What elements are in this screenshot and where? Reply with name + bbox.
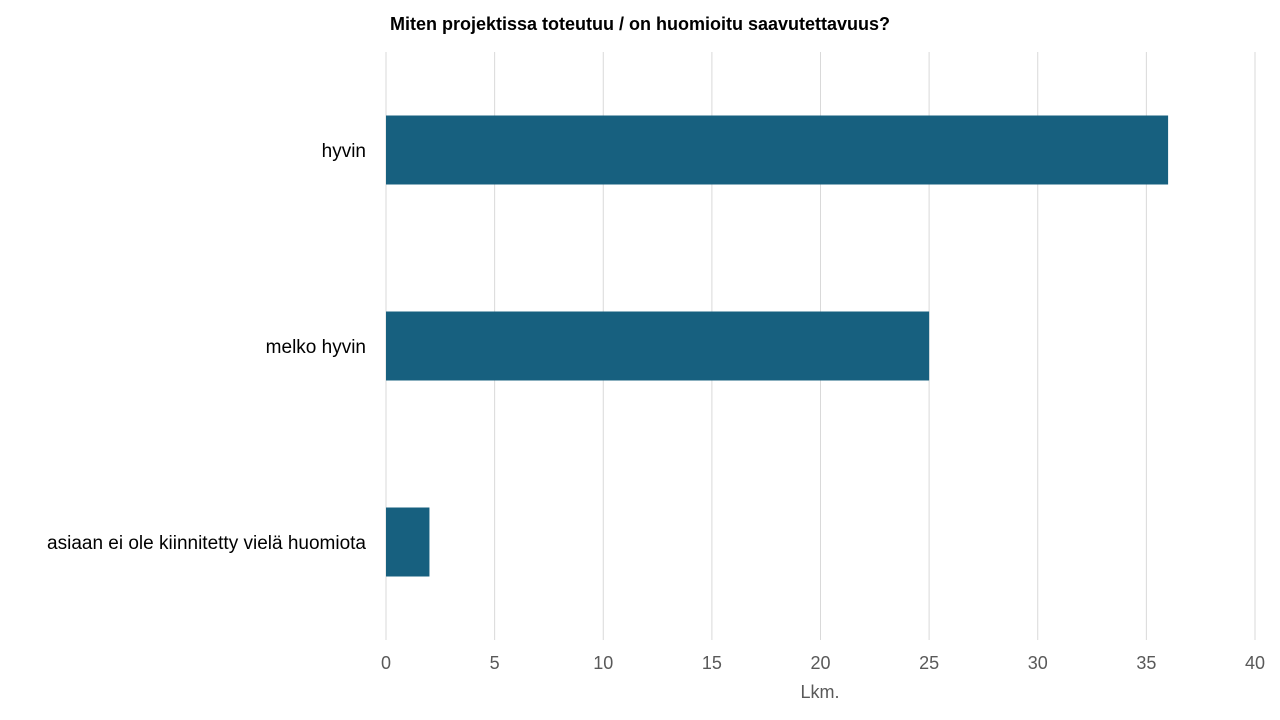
category-label: hyvin [322,141,366,162]
x-tick-label: 5 [490,653,500,673]
bar-2 [386,507,430,577]
x-tick-label: 15 [702,653,722,673]
x-tick-label: 35 [1136,653,1156,673]
bar-1 [386,311,930,381]
x-tick-label: 25 [919,653,939,673]
category-label: melko hyvin [266,337,366,358]
category-label: asiaan ei ole kiinnitetty vielä huomiota [47,533,366,554]
chart-title: Miten projektissa toteutuu / on huomioit… [390,14,890,34]
x-tick-label: 10 [593,653,613,673]
x-tick-labels: 0 5 10 15 20 25 30 35 40 [381,653,1265,673]
x-tick-label: 30 [1028,653,1048,673]
x-axis-title: Lkm. [800,682,839,702]
x-tick-label: 0 [381,653,391,673]
x-tick-label: 20 [810,653,830,673]
category-labels: hyvin melko hyvin asiaan ei ole kiinnitett… [47,141,366,554]
x-tick-label: 40 [1245,653,1265,673]
bar-0 [386,115,1169,185]
bars [386,115,1169,577]
